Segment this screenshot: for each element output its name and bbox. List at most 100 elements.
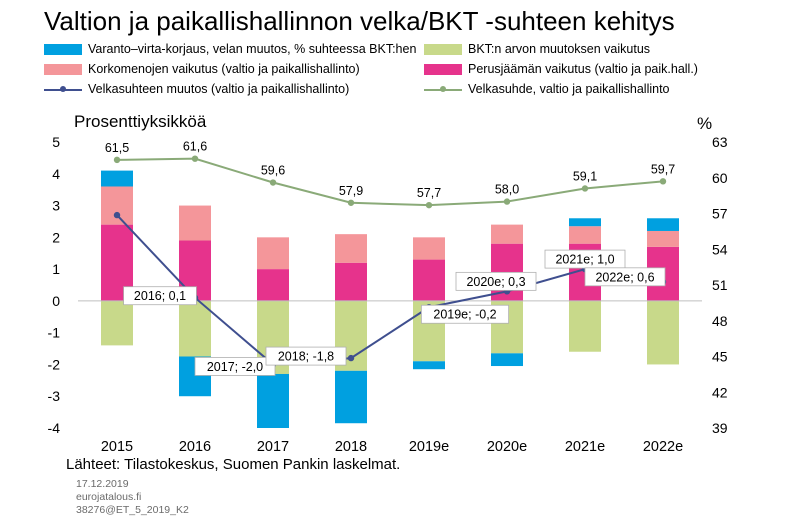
legend-swatch	[424, 84, 462, 95]
y-tick-label: -2	[48, 356, 61, 372]
bar-segment	[257, 237, 289, 270]
y-tick-label: 5	[52, 134, 60, 150]
change-label-box	[123, 286, 197, 306]
bar-segment	[257, 269, 289, 301]
bar-segment	[335, 370, 367, 424]
debt-ratio-point	[659, 178, 667, 185]
bar-segment	[647, 218, 679, 231]
legend-item: Perusjäämän vaikutus (valtio ja paik.hal…	[424, 62, 698, 76]
sources-note: Lähteet: Tilastokeskus, Suomen Pankin la…	[66, 456, 401, 473]
debt-ratio-label: 61,5	[105, 141, 129, 155]
legend-label: Velkasuhde, valtio ja paikallishallinto	[468, 82, 670, 96]
debt-ratio-point	[503, 198, 511, 205]
legend-swatch	[424, 43, 462, 55]
bar-segment	[569, 218, 601, 227]
change-label: 2019e; -0,2	[433, 308, 496, 322]
bar-segment	[569, 300, 601, 352]
debt-ratio-point	[191, 155, 199, 162]
bar-segment	[413, 361, 445, 370]
legend-label: Perusjäämän vaikutus (valtio ja paik.hal…	[468, 62, 698, 76]
right-axis-title: %	[697, 114, 713, 133]
y2-tick-label: 60	[712, 170, 728, 186]
legend-item: Korkomenojen vaikutus (valtio ja paikall…	[44, 62, 360, 76]
y2-tick-label: 42	[712, 384, 728, 400]
bar-segment	[491, 224, 523, 244]
y-tick-label: -1	[48, 325, 61, 341]
y2-tick-label: 54	[712, 241, 728, 257]
code-note: 38276@ET_5_2019_K2	[76, 504, 189, 516]
x-tick-label: 2022e	[643, 439, 683, 455]
y-tick-label: 1	[52, 261, 60, 277]
debt-ratio-point	[425, 201, 433, 209]
date-note: 17.12.2019	[76, 478, 129, 490]
change-label: 2022e; 0,6	[595, 270, 654, 284]
y-tick-label: 0	[52, 293, 60, 309]
debt-ratio-point	[581, 185, 589, 192]
y-tick-label: 3	[52, 198, 60, 214]
x-tick-label: 2015	[101, 439, 133, 455]
bar-segment	[101, 186, 133, 225]
debt-ratio-point	[347, 199, 355, 206]
bar-segment	[101, 300, 133, 346]
y2-tick-label: 63	[712, 134, 728, 150]
chart-title: Valtion ja paikallishallinnon velka/BKT …	[44, 6, 675, 36]
bar-segment	[647, 300, 679, 365]
legend-swatch	[44, 63, 82, 75]
bar-segment	[257, 373, 289, 428]
debt-ratio-label: 61,6	[183, 140, 207, 154]
debt-ratio-label: 57,9	[339, 184, 363, 198]
debt-change-line	[116, 214, 664, 366]
legend-swatch	[44, 84, 82, 95]
y-tick-label: 4	[52, 166, 60, 182]
debt-change-point	[347, 354, 355, 362]
x-tick-label: 2019e	[409, 439, 449, 455]
bar-segment	[335, 234, 367, 263]
change-label-box	[455, 271, 537, 291]
x-tick-label: 2016	[179, 439, 211, 455]
debt-ratio-label: 59,6	[261, 164, 285, 178]
legend-item: Velkasuhteen muutos (valtio ja paikallis…	[44, 82, 349, 96]
x-tick-label: 2018	[335, 439, 367, 455]
bar-segment	[569, 226, 601, 244]
change-label: 2017; -2,0	[207, 360, 263, 374]
x-tick-label: 2021e	[565, 439, 605, 455]
legend-label: BKT:n arvon muutoksen vaikutus	[468, 42, 651, 56]
debt-change-point	[113, 211, 121, 219]
x-tick-label: 2017	[257, 439, 289, 455]
debt-ratio-label: 57,7	[417, 186, 441, 200]
legend-label: Varanto–virta-korjaus, velan muutos, % s…	[88, 42, 417, 56]
bar-segment	[179, 205, 211, 241]
legend-label: Velkasuhteen muutos (valtio ja paikallis…	[88, 82, 350, 96]
bar-segment	[413, 237, 445, 260]
bar-segment	[413, 259, 445, 301]
bar-segment	[335, 262, 367, 301]
change-label: 2016; 0,1	[134, 289, 186, 303]
legend-item: Varanto–virta-korjaus, velan muutos, % s…	[44, 42, 416, 56]
change-label: 2018; -1,8	[278, 350, 334, 364]
bar-segment	[101, 170, 133, 187]
legend-swatch	[424, 63, 462, 75]
y-tick-label: -3	[48, 388, 61, 404]
y2-tick-label: 45	[712, 349, 728, 365]
y2-tick-label: 48	[712, 313, 728, 329]
site-note: eurojatalous.fi	[76, 491, 142, 503]
debt-ratio-point	[269, 179, 277, 186]
debt-ratio-label: 59,7	[651, 162, 675, 176]
left-axis-title: Prosenttiyksikköä	[74, 112, 207, 131]
legend-swatch	[44, 43, 82, 55]
legend-item: BKT:n arvon muutoksen vaikutus	[424, 42, 650, 56]
bar-segment	[491, 353, 523, 367]
debt-ratio-label: 59,1	[573, 169, 597, 183]
legend-label: Korkomenojen vaikutus (valtio ja paikall…	[88, 62, 360, 76]
bar-segment	[179, 300, 211, 357]
y2-tick-label: 57	[712, 206, 728, 222]
legend-item: Velkasuhde, valtio ja paikallishallinto	[424, 82, 670, 96]
y-tick-label: 2	[52, 229, 60, 245]
change-label-box	[265, 346, 347, 366]
y2-tick-label: 39	[712, 420, 728, 436]
change-label: 2021e; 1,0	[555, 253, 614, 267]
bar-segment	[647, 230, 679, 247]
change-label-box	[194, 357, 276, 376]
change-label-box	[420, 304, 509, 324]
